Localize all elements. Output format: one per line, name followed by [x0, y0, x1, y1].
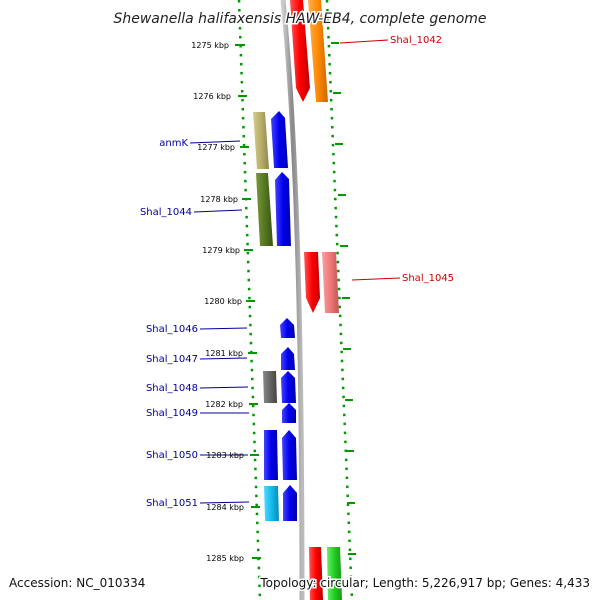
gene-label-anmk[interactable]: anmK: [159, 138, 188, 149]
forward-strand-genes: [290, 0, 342, 600]
gene-arrow-shal-1044-blue: [275, 172, 291, 246]
gene-label-shal-1044[interactable]: Shal_1044: [140, 207, 192, 218]
gene-label-shal-1048[interactable]: Shal_1048: [146, 383, 198, 394]
tick-label-1277: 1277 kbp: [197, 143, 235, 152]
leader-shal-1048: [199, 386, 249, 389]
gene-arrow-shal-1050-blue-left: [264, 430, 278, 480]
ruler-major-ticks: [235, 42, 356, 559]
gene-arrow-shal-1042-orange: [308, 0, 328, 102]
gene-arrow-shal-1044-olive: [256, 173, 273, 246]
gene-arrow-shal-1047-blue: [281, 347, 295, 370]
gene-label-shal-1051[interactable]: Shal_1051: [146, 498, 198, 509]
ruler-dots-right: [325, 0, 354, 600]
gene-arrow-anmk-blue: [271, 111, 288, 168]
ruler-dots: [237, 0, 354, 600]
tick-label-1282: 1282 kbp: [205, 400, 243, 409]
tick-label-1276: 1276 kbp: [193, 92, 231, 101]
gene-label-shal-1042[interactable]: Shal_1042: [390, 35, 442, 46]
gene-arrow-shal-1045-red: [304, 252, 320, 313]
tick-label-1280: 1280 kbp: [204, 297, 242, 306]
gene-label-shal-1049[interactable]: Shal_1049: [146, 408, 198, 419]
gene-arrow-green-bottom: [327, 547, 342, 600]
map-title: Shewanella halifaxensis HAW-EB4, complet…: [113, 11, 486, 27]
leader-shal-1047: [199, 357, 248, 360]
reverse-strand-genes: [253, 111, 297, 521]
gene-arrow-shal-1051-blue: [283, 485, 297, 521]
gene-label-shal-1046[interactable]: Shal_1046: [146, 324, 198, 335]
gene-arrow-shal-1048-gray: [263, 371, 277, 403]
ruler-dots-left: [237, 0, 262, 600]
gene-label-leaders: [189, 39, 401, 504]
ruler-tick-labels: 1275 kbp 1276 kbp 1277 kbp 1278 kbp 1279…: [191, 41, 244, 563]
tick-label-1281: 1281 kbp: [205, 349, 243, 358]
reverse-gene-labels: anmK Shal_1044 Shal_1046 Shal_1047 Shal_…: [140, 138, 198, 509]
leader-shal-1046: [199, 327, 248, 330]
tick-label-1283: 1283 kbp: [206, 451, 244, 460]
gene-arrow-shal-1051-cyan: [264, 486, 279, 521]
leader-shal-1044: [193, 209, 243, 213]
accession-text: Accession: NC_010334: [9, 576, 145, 590]
tick-label-1284: 1284 kbp: [206, 503, 244, 512]
tick-label-1275: 1275 kbp: [191, 41, 229, 50]
tick-label-1278: 1278 kbp: [200, 195, 238, 204]
gene-label-shal-1045[interactable]: Shal_1045: [402, 273, 454, 284]
gene-arrow-red-bottom: [309, 547, 323, 600]
gene-arrow-anmk-khaki: [253, 112, 269, 169]
leader-anmk: [189, 140, 241, 144]
gene-arrow-shal-1045-salmon: [322, 252, 339, 313]
leader-shal-1045: [351, 277, 401, 281]
gene-arrow-shal-1042-red: [290, 0, 310, 102]
gene-arrow-shal-1048-blue: [281, 371, 296, 403]
topology-text: Topology: circular; Length: 5,226,917 bp…: [259, 576, 590, 590]
leader-shal-1042: [339, 39, 389, 44]
gene-arrow-shal-1049-blue: [282, 403, 296, 423]
leader-shal-1051: [199, 501, 250, 504]
tick-label-1285: 1285 kbp: [206, 554, 244, 563]
forward-gene-labels: Shal_1042 Shal_1045: [390, 35, 454, 284]
gene-arrow-shal-1050-blue-right: [282, 430, 297, 480]
gene-arrow-shal-1046-blue: [280, 318, 295, 338]
genome-backbone-arc: [280, 0, 305, 600]
gene-label-shal-1050[interactable]: Shal_1050: [146, 450, 198, 461]
tick-label-1279: 1279 kbp: [202, 246, 240, 255]
gene-label-shal-1047[interactable]: Shal_1047: [146, 354, 198, 365]
